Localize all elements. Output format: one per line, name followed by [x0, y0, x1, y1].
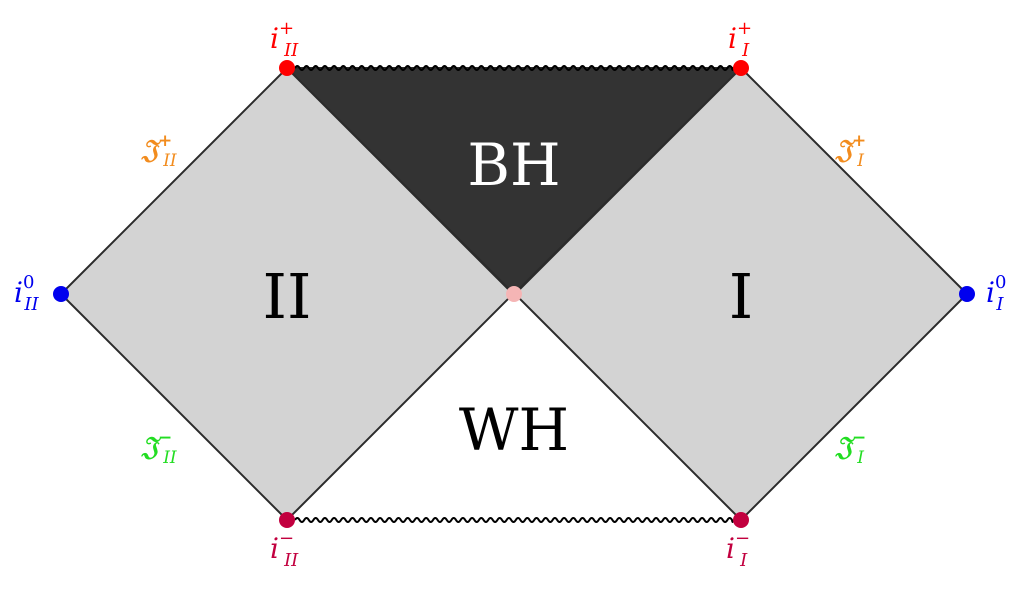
bh-label: BH: [467, 131, 560, 199]
past-singularity: [294, 517, 734, 523]
i-plus-i-label: i+ I: [728, 18, 752, 61]
i-plus-ii-label: i+ II: [270, 18, 299, 61]
i-zero-ii-label: i0 II: [14, 272, 40, 315]
future-singularity: [294, 65, 734, 71]
i-minus-ii-dot: [279, 512, 295, 528]
i-minus-i-label: i− I: [726, 528, 750, 571]
i-zero-i-label: i0 I: [986, 272, 1006, 315]
black-hole-region: [284, 67, 744, 296]
wh-label: WH: [459, 396, 569, 464]
region-ii-label: II: [263, 260, 312, 333]
i-plus-i-dot: [733, 60, 749, 76]
scri-minus-i-label: 𝔍− I: [835, 428, 866, 468]
scri-plus-i-label: 𝔍+ I: [835, 131, 866, 171]
i-minus-ii-label: i− II: [270, 528, 299, 571]
region-i-label: I: [729, 260, 754, 333]
i-zero-ii-dot: [53, 286, 69, 302]
bifurcation-dot: [506, 286, 522, 302]
i-zero-i-dot: [959, 286, 975, 302]
i-plus-ii-dot: [279, 60, 295, 76]
i-minus-i-dot: [733, 512, 749, 528]
scri-minus-ii-label: 𝔍− II: [141, 428, 177, 468]
scri-plus-ii-label: 𝔍+ II: [141, 131, 177, 171]
